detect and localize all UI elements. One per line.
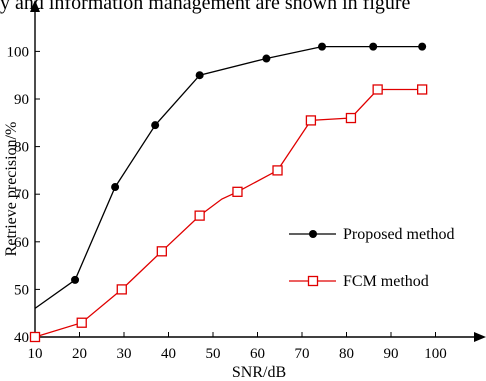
data-point bbox=[76, 317, 87, 328]
series-1 bbox=[34, 42, 427, 309]
series-1-line bbox=[34, 45, 423, 309]
axes bbox=[30, 0, 486, 342]
data-point bbox=[369, 42, 378, 51]
x-ticks: 10 20 30 40 50 60 70 80 90 100 bbox=[28, 332, 447, 362]
y-axis-label: Retrieve precision/% bbox=[3, 122, 20, 257]
x-tick-label: 40 bbox=[161, 346, 176, 362]
x-tick-label: 80 bbox=[339, 346, 354, 362]
data-point bbox=[305, 115, 317, 126]
x-tick-label: 10 bbox=[28, 346, 43, 362]
series-layer bbox=[29, 42, 428, 343]
legend-label: FCM method bbox=[343, 273, 429, 290]
y-tick-label: 90 bbox=[14, 92, 29, 108]
data-point bbox=[318, 42, 327, 51]
y-axis-arrow-icon bbox=[30, 0, 40, 12]
data-point bbox=[262, 54, 271, 63]
y-tick-label: 100 bbox=[7, 44, 30, 60]
legend-label: Proposed method bbox=[343, 226, 455, 243]
x-axis-arrow-icon bbox=[474, 332, 486, 342]
data-point bbox=[418, 42, 427, 51]
data-point bbox=[232, 186, 243, 197]
data-point bbox=[372, 84, 383, 95]
data-point bbox=[116, 284, 127, 295]
y-tick-label: 60 bbox=[14, 235, 29, 251]
data-point bbox=[272, 165, 283, 176]
x-tick-label: 50 bbox=[206, 346, 221, 362]
y-tick-label: 40 bbox=[14, 330, 29, 346]
legend-item-2: FCM method bbox=[289, 273, 429, 290]
data-point bbox=[71, 275, 80, 284]
caption-text: y and information management are shown i… bbox=[0, 0, 411, 14]
series-2 bbox=[29, 84, 428, 343]
x-tick-label: 20 bbox=[72, 346, 87, 362]
data-point bbox=[156, 246, 167, 257]
y-tick-label: 70 bbox=[14, 187, 29, 203]
data-point bbox=[151, 121, 160, 130]
x-tick-label: 70 bbox=[295, 346, 310, 362]
data-point bbox=[29, 331, 41, 343]
series-2-line bbox=[34, 88, 423, 338]
data-point bbox=[194, 210, 205, 221]
legend: Proposed method FCM method bbox=[289, 226, 455, 290]
x-tick-label: 90 bbox=[384, 346, 399, 362]
x-axis-label: SNR/dB bbox=[232, 364, 286, 381]
y-tick-label: 50 bbox=[14, 282, 29, 298]
x-tick-label: 30 bbox=[117, 346, 132, 362]
data-point bbox=[195, 71, 204, 80]
data-point bbox=[111, 183, 120, 192]
data-point bbox=[416, 84, 428, 95]
x-tick-label: 100 bbox=[424, 346, 447, 362]
legend-item-1: Proposed method bbox=[289, 226, 455, 243]
data-point bbox=[345, 112, 357, 124]
legend-marker bbox=[307, 275, 319, 287]
x-tick-label: 60 bbox=[250, 346, 265, 362]
y-tick-label: 80 bbox=[14, 140, 29, 156]
legend-marker bbox=[309, 230, 317, 238]
y-ticks: 40 50 60 70 80 90 100 bbox=[7, 44, 40, 346]
